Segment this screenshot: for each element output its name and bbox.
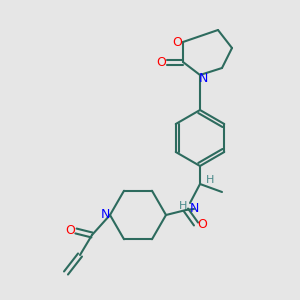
Text: N: N [100,208,110,221]
Text: N: N [189,202,199,215]
Text: O: O [156,56,166,68]
Text: O: O [197,218,207,230]
Text: N: N [198,73,208,85]
Text: O: O [65,224,75,236]
Text: O: O [172,35,182,49]
Text: H: H [206,175,214,185]
Text: H: H [179,201,187,211]
